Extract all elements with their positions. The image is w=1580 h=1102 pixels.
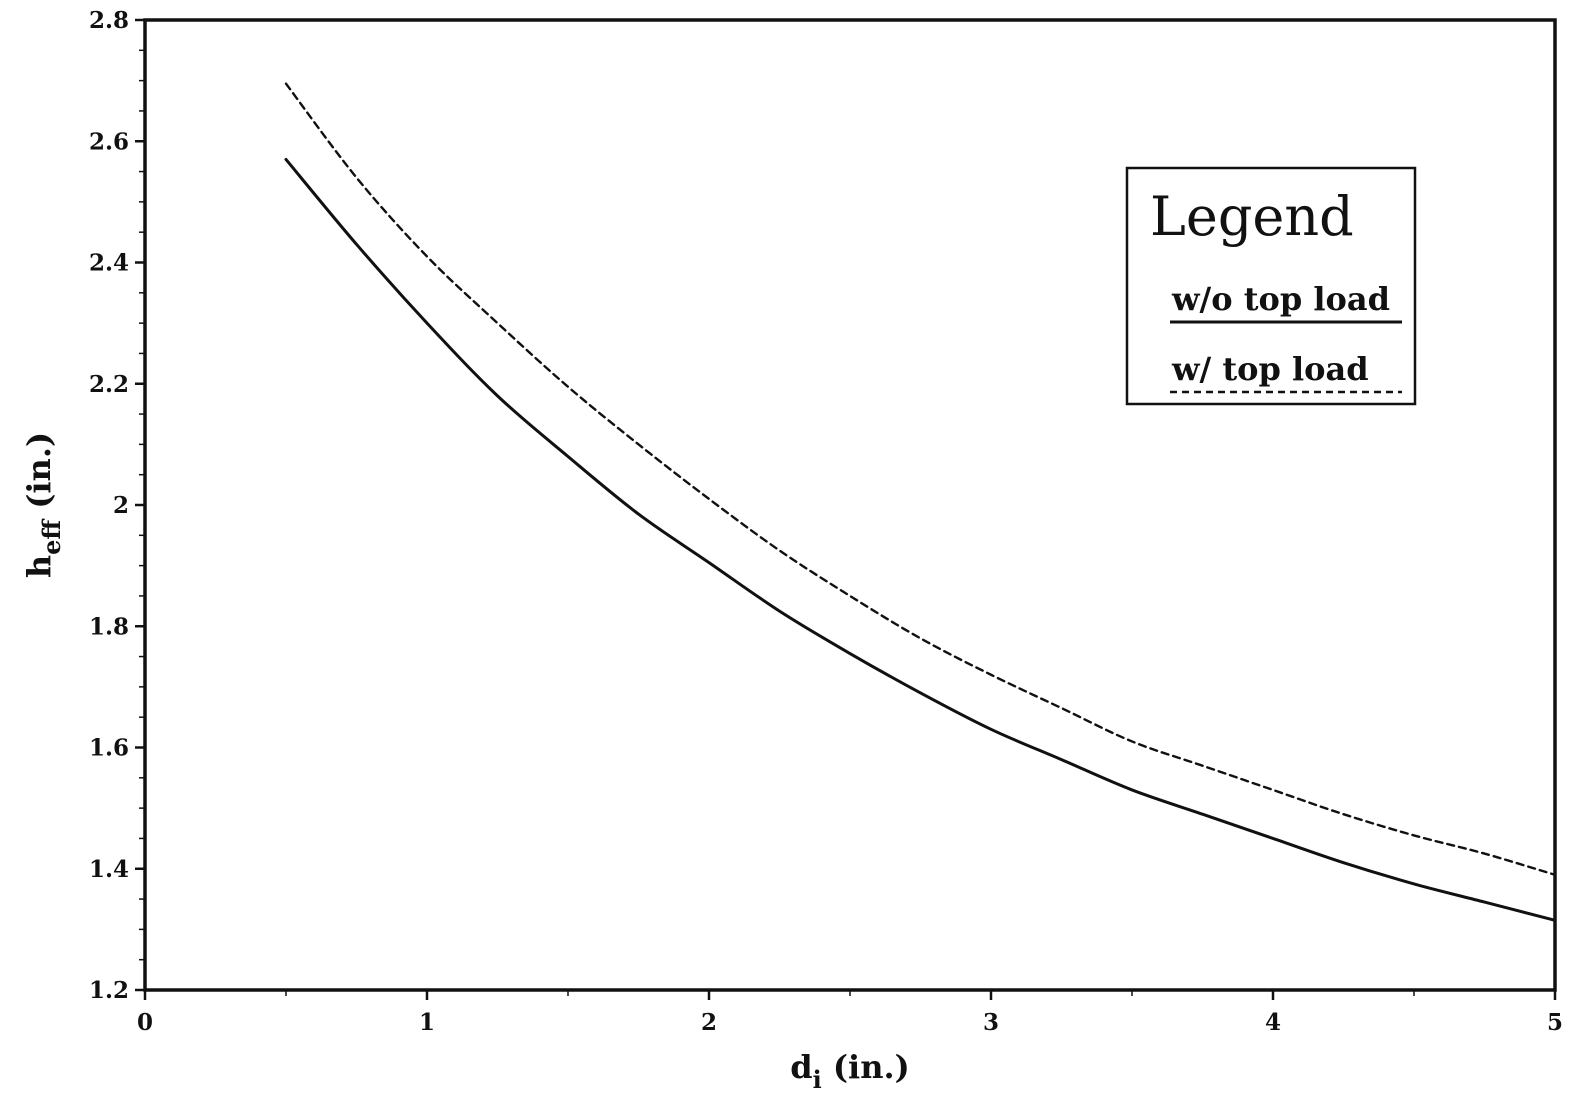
y-tick-label: 2.2 xyxy=(89,371,129,398)
series-line-w-top-load xyxy=(284,82,1557,877)
legend: Legend w/o top load w/ top load xyxy=(1125,166,1417,406)
data-series-layer xyxy=(284,82,1557,922)
y-tick-label: 2.4 xyxy=(89,250,129,277)
y-axis-title: heff (in.) xyxy=(20,432,66,578)
axes-layer: 1.2 1.4 1.6 1.8 2 2.2 2.4 2.6 2.8 0 1 2 3 4 5 di (in.) h… xyxy=(20,7,1563,1094)
y-tick-label: 2.8 xyxy=(89,7,129,34)
x-tick-label: 5 xyxy=(1547,1009,1563,1036)
x-axis-title: di (in.) xyxy=(790,1048,909,1094)
y-tick-label: 1.4 xyxy=(89,856,129,883)
legend-title: Legend xyxy=(1150,185,1354,248)
x-tick-label: 1 xyxy=(419,1009,435,1036)
y-tick-label: 1.8 xyxy=(89,613,129,640)
y-tick-label: 1.2 xyxy=(89,977,129,1004)
legend-entry-label: w/o top load xyxy=(1171,280,1390,318)
x-tick-label: 3 xyxy=(983,1009,999,1036)
series-line-w-o-top-load xyxy=(284,157,1557,922)
y-tick-label: 1.6 xyxy=(89,735,129,762)
y-tick-label: 2.6 xyxy=(89,128,129,155)
x-tick-label: 0 xyxy=(137,1009,153,1036)
legend-box xyxy=(1125,166,1417,406)
y-axis-title-group: heff (in.) xyxy=(20,432,66,578)
y-tick-label: 2 xyxy=(113,492,129,519)
x-tick-label: 4 xyxy=(1265,1009,1281,1036)
plot-frame xyxy=(143,18,1557,992)
x-tick-label: 2 xyxy=(701,1009,717,1036)
legend-entry-label: w/ top load xyxy=(1171,350,1369,388)
